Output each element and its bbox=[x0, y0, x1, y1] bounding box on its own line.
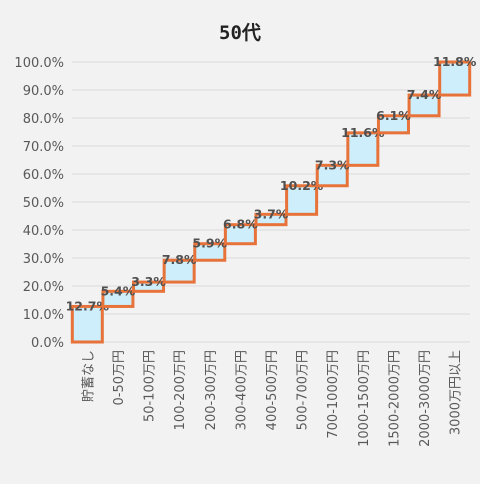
x-tick-label: 500-700万円 bbox=[296, 350, 311, 430]
y-tick-label: 20.0% bbox=[23, 280, 64, 295]
data-label: 3.3% bbox=[131, 274, 166, 289]
data-label: 5.4% bbox=[101, 283, 136, 298]
bar bbox=[101, 289, 135, 308]
data-label: 7.8% bbox=[162, 252, 197, 267]
y-tick-label: 60.0% bbox=[23, 168, 64, 183]
y-tick-label: 70.0% bbox=[23, 140, 64, 155]
bar bbox=[193, 242, 227, 262]
bar bbox=[132, 280, 166, 293]
data-label: 5.9% bbox=[192, 236, 227, 251]
y-tick-label: 0.0% bbox=[31, 336, 64, 351]
x-tick-label: 400-500万円 bbox=[265, 350, 280, 430]
bar bbox=[254, 212, 288, 227]
x-tick-label: 1500-2000万円 bbox=[387, 350, 402, 447]
x-tick-label: 2000-3000万円 bbox=[418, 350, 433, 447]
y-tick-label: 80.0% bbox=[23, 112, 64, 127]
data-label: 12.7% bbox=[66, 298, 110, 313]
x-tick-label: 50-100万円 bbox=[143, 350, 158, 422]
x-tick-label: 3000万円以上 bbox=[449, 350, 464, 435]
bar bbox=[223, 223, 257, 246]
bar bbox=[285, 184, 319, 216]
data-label: 10.2% bbox=[280, 178, 324, 193]
bar bbox=[407, 93, 441, 118]
bar bbox=[438, 60, 472, 97]
x-tick-label: 700-1000万円 bbox=[326, 350, 341, 439]
y-tick-label: 100.0% bbox=[14, 56, 64, 71]
bar bbox=[346, 131, 380, 167]
x-tick-label: 1000-1500万円 bbox=[357, 350, 372, 447]
data-label: 6.8% bbox=[223, 217, 258, 232]
data-label: 6.1% bbox=[376, 108, 411, 123]
y-tick-label: 90.0% bbox=[23, 84, 64, 99]
x-tick-label: 貯蓄なし bbox=[81, 350, 96, 402]
y-tick-label: 40.0% bbox=[23, 224, 64, 239]
data-label: 11.8% bbox=[433, 54, 477, 69]
x-tick-label: 100-200万円 bbox=[173, 350, 188, 430]
bar bbox=[162, 258, 196, 284]
bar bbox=[70, 304, 104, 344]
data-label: 7.3% bbox=[315, 157, 350, 172]
y-tick-label: 50.0% bbox=[23, 196, 64, 211]
x-tick-label: 200-300万円 bbox=[204, 350, 219, 430]
data-label: 11.6% bbox=[341, 125, 385, 140]
y-tick-label: 10.0% bbox=[23, 308, 64, 323]
x-tick-label: 0-50万円 bbox=[112, 350, 127, 406]
data-label: 7.4% bbox=[407, 87, 442, 102]
data-label: 3.7% bbox=[254, 206, 289, 221]
bar bbox=[315, 163, 349, 188]
chart-title: 50代 bbox=[219, 22, 261, 44]
y-tick-label: 30.0% bbox=[23, 252, 64, 267]
bar bbox=[376, 114, 410, 135]
x-tick-label: 300-400万円 bbox=[234, 350, 249, 430]
